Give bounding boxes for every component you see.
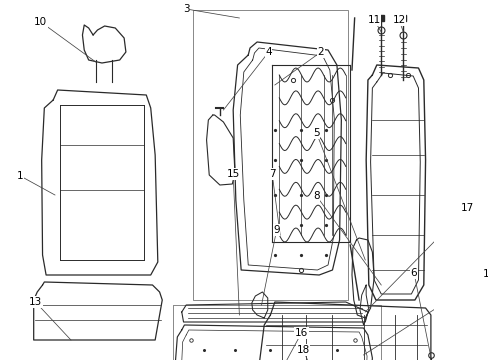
Bar [173, 305, 381, 360]
Text: 17: 17 [460, 203, 473, 213]
Text: 15: 15 [226, 169, 239, 179]
Text: 9: 9 [273, 225, 279, 235]
Text: 14: 14 [482, 269, 488, 279]
Text: 13: 13 [29, 297, 42, 307]
Text: 7: 7 [268, 169, 275, 179]
Text: 3: 3 [183, 4, 189, 14]
Text: 4: 4 [265, 47, 271, 57]
Bar [193, 10, 348, 300]
Text: 1: 1 [17, 171, 23, 181]
Text: 5: 5 [313, 128, 319, 138]
Text: 18: 18 [296, 345, 309, 355]
Text: 12: 12 [391, 15, 405, 25]
Text: 2: 2 [317, 47, 324, 57]
Text: 8: 8 [313, 191, 319, 201]
Text: 6: 6 [410, 268, 416, 278]
Text: 11: 11 [367, 15, 380, 25]
Text: 10: 10 [34, 17, 47, 27]
Text: 16: 16 [294, 328, 307, 338]
